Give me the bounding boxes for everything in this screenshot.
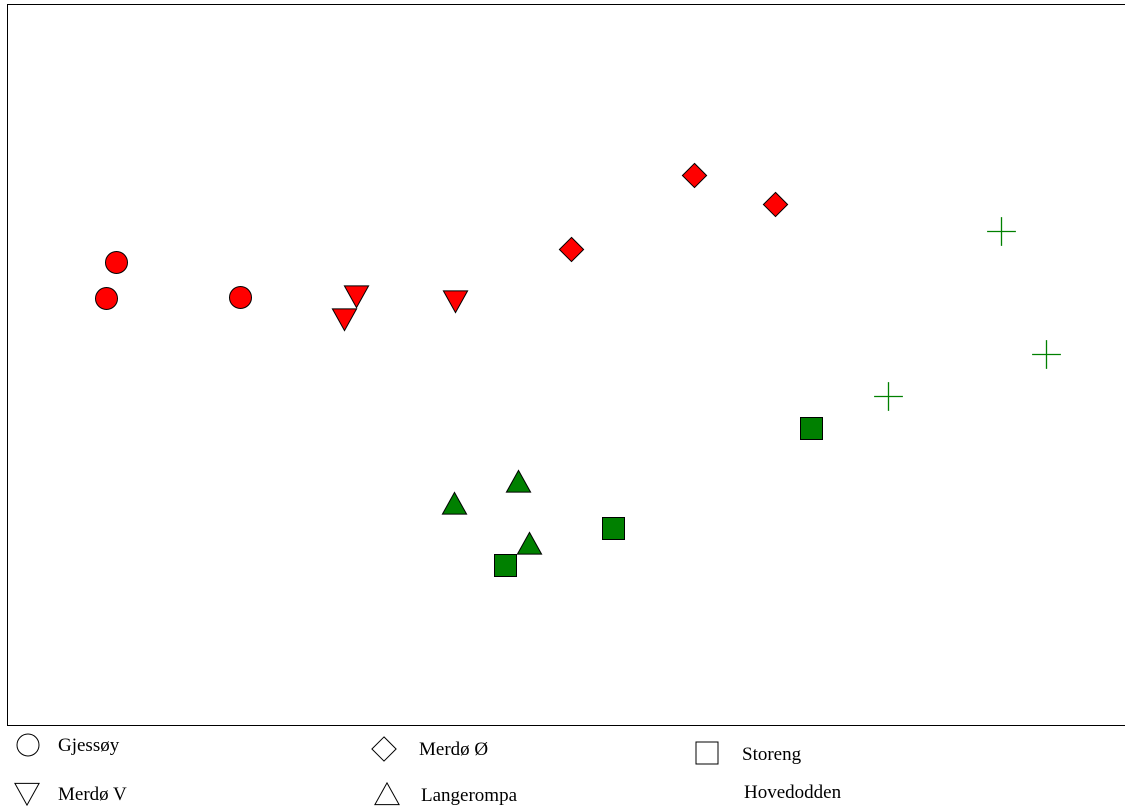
legend-marker-triangle-up: [374, 781, 400, 806]
legend-symbol-triangle-up: [374, 781, 400, 806]
data-point-cross: [1032, 340, 1061, 369]
legend-symbol-diamond: [371, 736, 397, 762]
legend-marker-circle: [16, 733, 40, 757]
data-point-square: [800, 417, 823, 440]
legend-marker-diamond: [371, 736, 397, 762]
data-point-triangle-up: [441, 491, 468, 515]
data-point-circle: [105, 251, 128, 274]
legend-symbol-cross: [689, 773, 725, 807]
data-point-cross: [987, 217, 1016, 246]
legend-label: Gjessøy: [58, 735, 120, 756]
legend-symbol-square: [695, 741, 719, 765]
legend-label: Merdø Ø: [419, 739, 488, 760]
legend-entry-merdo-v: Merdø V: [14, 782, 127, 807]
legend-marker-square: [695, 741, 719, 765]
legend-marker-triangle-down: [14, 782, 40, 807]
data-point-cross: [874, 382, 903, 411]
legend-symbol-circle: [16, 733, 40, 757]
data-point-circle: [95, 287, 118, 310]
legend-label: Hovedodden: [744, 782, 842, 803]
legend-label: Langerompa: [421, 785, 518, 806]
legend-entry-storeng: Storeng: [695, 741, 802, 765]
legend-entry-merdo-o: Merdø Ø: [371, 736, 488, 762]
data-point-triangle-up: [505, 469, 532, 493]
data-point-square: [602, 517, 625, 540]
data-point-triangle-down: [442, 290, 469, 314]
legend-symbol-triangle-down: [14, 782, 40, 807]
legend-entry-langerompa: Langerompa: [374, 781, 518, 806]
legend-marker-cross: [689, 773, 725, 807]
data-point-diamond: [681, 162, 708, 189]
data-point-triangle-up: [516, 531, 543, 555]
legend: Gjessøy Merdø V Merdø Ø Langerompa Store…: [14, 733, 842, 807]
legend-label: Storeng: [742, 744, 802, 765]
data-point-triangle-down: [343, 285, 370, 309]
data-points: [95, 162, 1061, 577]
legend-entry-hovedodden: Hovedodden: [689, 773, 842, 807]
data-point-circle: [229, 286, 252, 309]
data-point-triangle-down: [331, 308, 358, 332]
data-point-diamond: [558, 236, 585, 263]
legend-entry-gjessoy: Gjessøy: [16, 733, 120, 757]
legend-label: Merdø V: [58, 784, 127, 805]
data-point-diamond: [762, 191, 789, 218]
plot-frame: [7, 4, 1125, 726]
data-point-square: [494, 554, 517, 577]
